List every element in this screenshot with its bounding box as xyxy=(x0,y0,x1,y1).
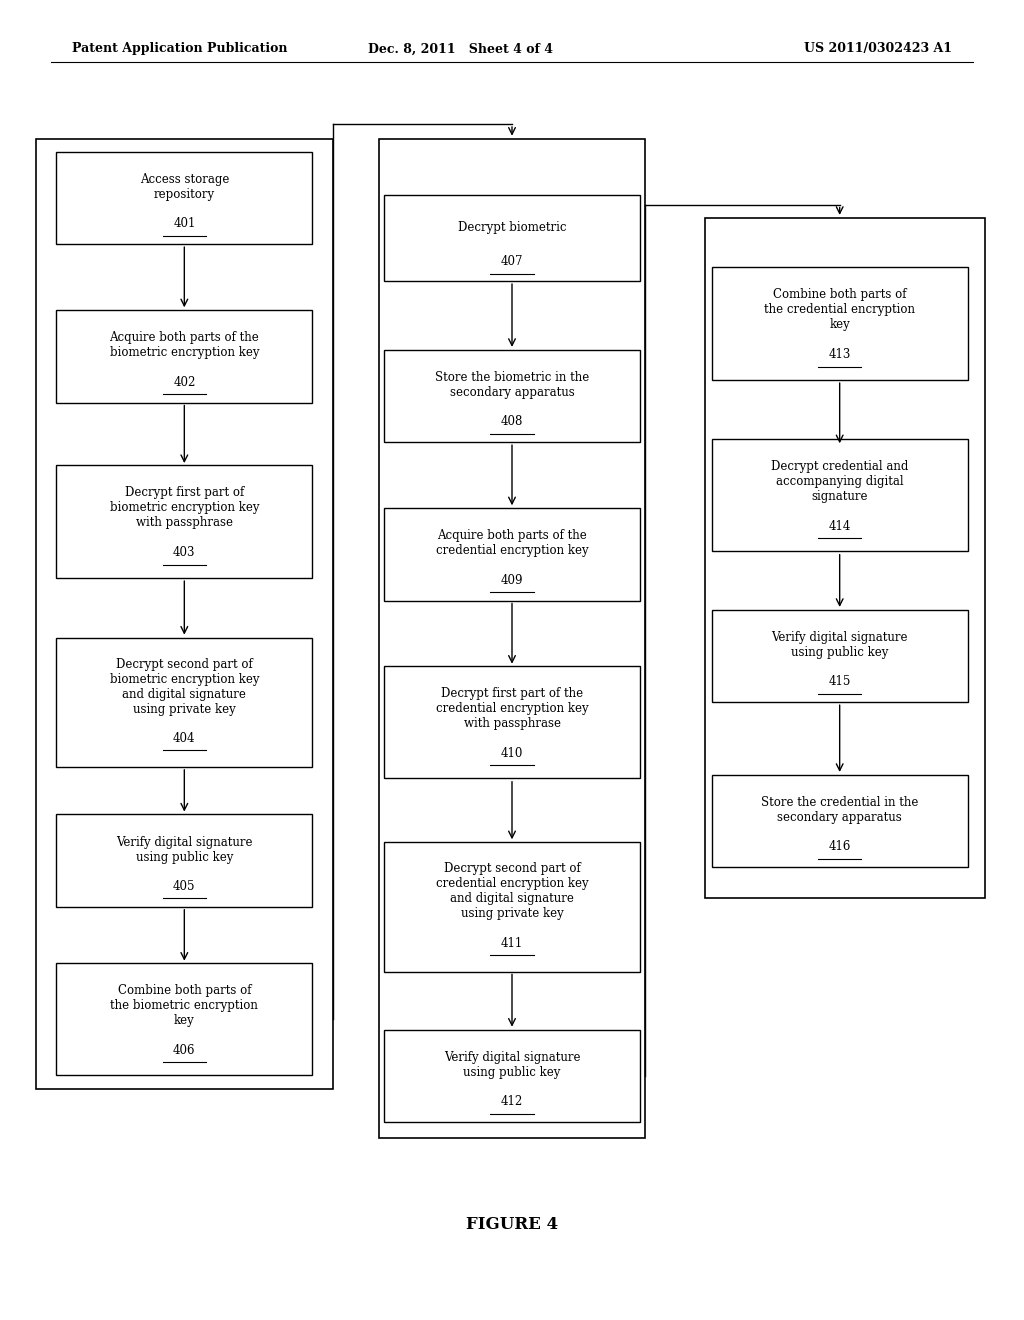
Text: Decrypt biometric: Decrypt biometric xyxy=(458,220,566,234)
FancyBboxPatch shape xyxy=(712,438,968,552)
Text: 403: 403 xyxy=(173,546,196,560)
FancyBboxPatch shape xyxy=(712,610,968,702)
Text: 411: 411 xyxy=(501,937,523,949)
Text: 405: 405 xyxy=(173,880,196,894)
Text: Decrypt second part of
biometric encryption key
and digital signature
using priv: Decrypt second part of biometric encrypt… xyxy=(110,657,259,715)
Text: 416: 416 xyxy=(828,841,851,854)
Text: Decrypt second part of
credential encryption key
and digital signature
using pri: Decrypt second part of credential encryp… xyxy=(435,862,589,920)
Text: Combine both parts of
the credential encryption
key: Combine both parts of the credential enc… xyxy=(764,289,915,331)
FancyBboxPatch shape xyxy=(56,152,312,244)
Text: 401: 401 xyxy=(173,218,196,231)
FancyBboxPatch shape xyxy=(712,267,968,380)
Text: US 2011/0302423 A1: US 2011/0302423 A1 xyxy=(804,42,952,55)
Text: FIGURE 4: FIGURE 4 xyxy=(466,1217,558,1233)
Text: Verify digital signature
using public key: Verify digital signature using public ke… xyxy=(443,1051,581,1078)
FancyBboxPatch shape xyxy=(56,310,312,403)
Text: Store the credential in the
secondary apparatus: Store the credential in the secondary ap… xyxy=(761,796,919,824)
FancyBboxPatch shape xyxy=(56,638,312,767)
FancyBboxPatch shape xyxy=(384,1030,640,1122)
Text: Access storage
repository: Access storage repository xyxy=(139,173,229,201)
Text: Decrypt first part of
biometric encryption key
with passphrase: Decrypt first part of biometric encrypti… xyxy=(110,487,259,529)
Text: 406: 406 xyxy=(173,1044,196,1057)
FancyBboxPatch shape xyxy=(384,842,640,972)
FancyBboxPatch shape xyxy=(384,195,640,281)
FancyBboxPatch shape xyxy=(384,350,640,442)
FancyBboxPatch shape xyxy=(384,665,640,777)
Text: 415: 415 xyxy=(828,676,851,689)
Text: Store the biometric in the
secondary apparatus: Store the biometric in the secondary app… xyxy=(435,371,589,399)
Text: 413: 413 xyxy=(828,348,851,362)
Text: 407: 407 xyxy=(501,255,523,268)
Text: Decrypt first part of the
credential encryption key
with passphrase: Decrypt first part of the credential enc… xyxy=(435,688,589,730)
Text: 412: 412 xyxy=(501,1096,523,1109)
FancyBboxPatch shape xyxy=(56,964,312,1074)
FancyBboxPatch shape xyxy=(56,466,312,578)
Text: Verify digital signature
using public key: Verify digital signature using public ke… xyxy=(116,836,253,863)
Text: 404: 404 xyxy=(173,733,196,744)
Text: 409: 409 xyxy=(501,574,523,587)
Text: Dec. 8, 2011   Sheet 4 of 4: Dec. 8, 2011 Sheet 4 of 4 xyxy=(369,42,553,55)
Text: 410: 410 xyxy=(501,747,523,760)
Text: 408: 408 xyxy=(501,416,523,429)
Text: Acquire both parts of the
biometric encryption key: Acquire both parts of the biometric encr… xyxy=(110,331,259,359)
FancyBboxPatch shape xyxy=(712,775,968,867)
Text: Decrypt credential and
accompanying digital
signature: Decrypt credential and accompanying digi… xyxy=(771,461,908,503)
Text: Patent Application Publication: Patent Application Publication xyxy=(72,42,287,55)
Text: Combine both parts of
the biometric encryption
key: Combine both parts of the biometric encr… xyxy=(111,985,258,1027)
Text: Acquire both parts of the
credential encryption key: Acquire both parts of the credential enc… xyxy=(435,529,589,557)
FancyBboxPatch shape xyxy=(384,508,640,601)
FancyBboxPatch shape xyxy=(56,814,312,907)
Text: 414: 414 xyxy=(828,520,851,533)
Text: Verify digital signature
using public key: Verify digital signature using public ke… xyxy=(771,631,908,659)
Text: 402: 402 xyxy=(173,376,196,389)
